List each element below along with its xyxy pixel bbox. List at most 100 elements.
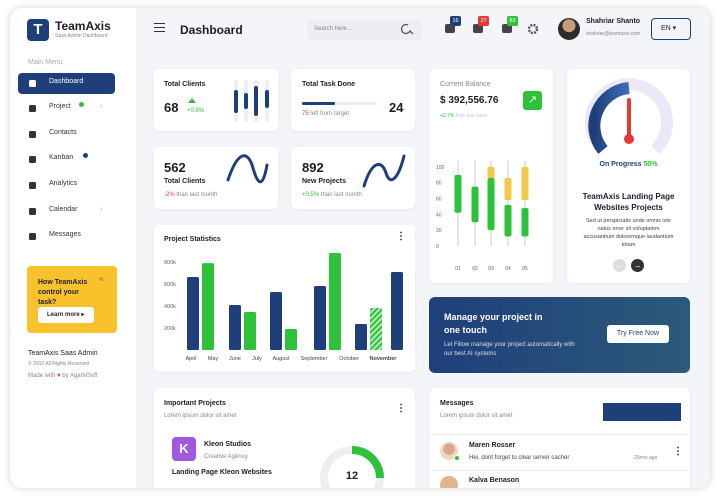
y-tick-label: 100 bbox=[436, 165, 445, 171]
message-time: 25min ago bbox=[634, 455, 658, 461]
menu-item[interactable]: Calendar bbox=[49, 206, 78, 213]
app: T TeamAxis Saas Admin Dashboard Main Men… bbox=[10, 8, 710, 488]
hamburger[interactable] bbox=[154, 23, 165, 32]
message-text: Hei, dont forget to clear server cacher bbox=[469, 455, 570, 461]
menu-dot bbox=[79, 102, 84, 107]
banner-text: Let Fillow manage your project automatic… bbox=[444, 342, 575, 357]
bar bbox=[270, 292, 282, 350]
y-tick-label: 600k bbox=[164, 282, 176, 288]
y-tick-label: 20 bbox=[436, 228, 442, 234]
menu-chevron: › bbox=[100, 206, 103, 213]
change: +2.7% bbox=[440, 113, 455, 119]
x-tick-label: 05 bbox=[522, 266, 528, 272]
message-avatar bbox=[440, 476, 458, 488]
next-button[interactable]: → bbox=[631, 259, 644, 272]
menu-item[interactable]: Dashboard bbox=[49, 78, 84, 85]
card-note: 75 left from target bbox=[302, 111, 349, 117]
message-name: Maren Rosser bbox=[469, 442, 516, 449]
project-count: 12 bbox=[345, 470, 359, 482]
x-tick-label: April bbox=[185, 356, 196, 362]
logo[interactable]: T bbox=[27, 19, 49, 41]
divider bbox=[429, 470, 690, 471]
user-name: Shahriar Shanto bbox=[586, 18, 641, 25]
bar bbox=[202, 263, 214, 350]
notification-icon[interactable] bbox=[473, 24, 483, 33]
kebab[interactable]: ⋮ bbox=[396, 231, 406, 242]
y-tick-label: 80 bbox=[436, 181, 442, 187]
notification-icon[interactable] bbox=[445, 24, 455, 33]
graphics: 800k 600k 400k 200k April May June July August Se… bbox=[164, 23, 673, 488]
project-name: Kleon Studios bbox=[204, 441, 252, 448]
mini-bars bbox=[234, 80, 269, 122]
divider bbox=[429, 434, 690, 435]
candle-body bbox=[504, 177, 512, 201]
x-tick-label: July bbox=[252, 356, 262, 362]
search-box[interactable]: Search here... bbox=[307, 19, 422, 40]
made-by: by AgamiSoft bbox=[62, 373, 98, 379]
balance-change: +2.7% than last week bbox=[440, 113, 488, 119]
card-title: Messages bbox=[440, 400, 474, 407]
bar bbox=[391, 272, 403, 350]
promo-icon: ≈ bbox=[99, 274, 104, 284]
candle-body bbox=[454, 174, 462, 213]
banner-button[interactable]: Try Free Now bbox=[607, 325, 669, 343]
change: -2% bbox=[164, 192, 175, 198]
menu-title: Main Menu bbox=[28, 59, 63, 66]
x-tick-label: October bbox=[339, 356, 359, 362]
card-label: Total Task Done bbox=[302, 81, 356, 88]
wave bbox=[362, 154, 406, 188]
menu-icon bbox=[29, 182, 36, 189]
candle-body bbox=[487, 177, 495, 231]
icons bbox=[400, 23, 539, 35]
bar bbox=[229, 305, 241, 350]
card-value: 68 bbox=[164, 100, 179, 115]
banner-title: Manage your project in one touch bbox=[444, 312, 543, 335]
card-title: Project Statistics bbox=[164, 236, 221, 243]
change-note: than last month bbox=[176, 192, 218, 198]
candle-body bbox=[521, 166, 529, 201]
footer-name: TeamAxis Saas Admin bbox=[28, 350, 98, 357]
project-logo: K bbox=[172, 437, 196, 461]
tagline: Saas Admin Dashboard bbox=[55, 33, 108, 39]
promo-title: How TeamAxis control your task? bbox=[38, 279, 88, 306]
messages-button[interactable] bbox=[603, 403, 681, 421]
menu-item[interactable]: Kanban bbox=[49, 154, 74, 161]
project-task: Landing Page Kleon Websites bbox=[172, 469, 272, 476]
kebab[interactable]: ⋮ bbox=[396, 403, 406, 414]
balance-button[interactable]: ↗ bbox=[523, 91, 542, 110]
gauge-hub bbox=[624, 134, 634, 144]
x-tick-label: June bbox=[229, 356, 241, 362]
menu-chevron: › bbox=[100, 103, 103, 110]
notification-icon[interactable] bbox=[502, 24, 512, 33]
donut-fill bbox=[351, 446, 384, 479]
wave bbox=[226, 154, 269, 184]
language-select[interactable]: EN ▾ bbox=[651, 18, 691, 40]
change-note: than last week bbox=[455, 113, 488, 119]
card-value: 892 bbox=[302, 160, 324, 175]
badge: 16 bbox=[450, 16, 461, 26]
y-tick-label: 40 bbox=[436, 212, 442, 218]
bar bbox=[314, 285, 326, 350]
bar bbox=[355, 324, 367, 350]
x-tick-label: May bbox=[208, 356, 219, 362]
menu-item[interactable]: Messages bbox=[49, 231, 81, 238]
app-frame: T TeamAxis Saas Admin Dashboard Main Men… bbox=[10, 8, 710, 488]
kebab[interactable]: ⋮ bbox=[673, 446, 683, 457]
card-value: 562 bbox=[164, 160, 186, 175]
y-tick-label: 800k bbox=[164, 260, 176, 266]
menu-icon bbox=[29, 105, 36, 112]
progress-title: TeamAxis Landing Page Websites Projects bbox=[582, 192, 675, 212]
menu-item[interactable]: Contacts bbox=[49, 129, 77, 136]
avatar[interactable] bbox=[558, 18, 580, 40]
y-tick-label: 0 bbox=[436, 244, 439, 250]
x-tick-label: 01 bbox=[455, 266, 461, 272]
menu-item[interactable]: Project bbox=[49, 103, 71, 110]
promo-button[interactable]: Learn more ▸ bbox=[38, 307, 94, 323]
message-avatar bbox=[440, 442, 458, 460]
menu-icon bbox=[29, 131, 36, 138]
menu-item[interactable]: Analytics bbox=[49, 180, 78, 187]
prev-button[interactable]: ← bbox=[613, 259, 626, 272]
bar bbox=[285, 328, 297, 350]
up-arrow bbox=[188, 98, 196, 103]
footer-credit: Made with ♥ by AgamiSoft bbox=[28, 373, 98, 379]
